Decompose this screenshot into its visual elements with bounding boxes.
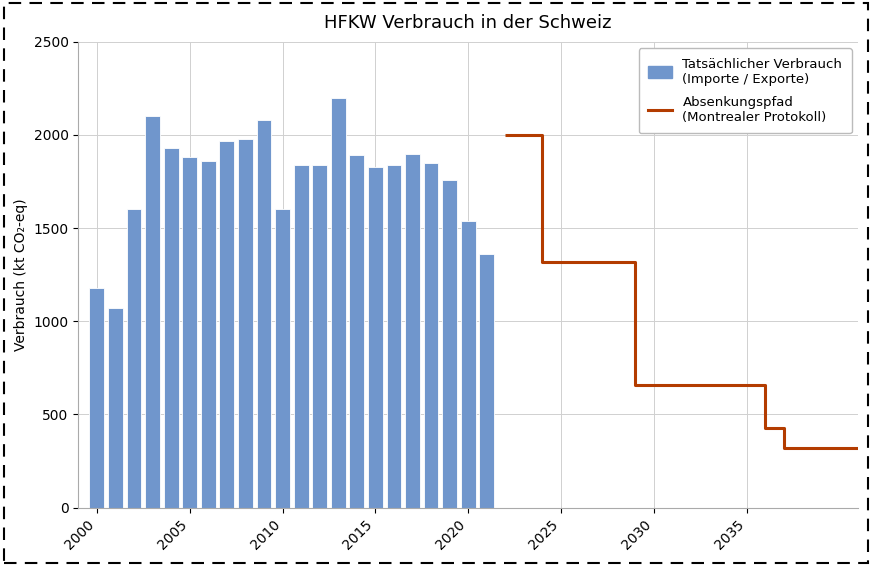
Bar bbox=[294, 165, 309, 508]
Bar bbox=[182, 157, 197, 508]
Bar bbox=[350, 156, 364, 508]
Bar bbox=[386, 165, 401, 508]
Bar bbox=[405, 153, 420, 508]
Bar bbox=[442, 179, 457, 508]
Bar bbox=[220, 140, 235, 508]
Bar bbox=[108, 308, 123, 508]
Bar bbox=[256, 120, 271, 508]
Bar bbox=[90, 288, 105, 508]
Bar bbox=[145, 117, 160, 508]
Bar bbox=[312, 165, 327, 508]
Bar bbox=[368, 166, 383, 508]
Legend: Tatsächlicher Verbrauch
(Importe / Exporte), Absenkungspfad
(Montrealer Protokol: Tatsächlicher Verbrauch (Importe / Expor… bbox=[639, 48, 852, 134]
Bar bbox=[330, 98, 345, 508]
Y-axis label: Verbrauch (kt CO₂-eq): Verbrauch (kt CO₂-eq) bbox=[14, 199, 28, 351]
Bar bbox=[201, 161, 215, 508]
Bar bbox=[424, 163, 439, 508]
Bar bbox=[126, 209, 141, 508]
Bar bbox=[480, 254, 494, 508]
Bar bbox=[164, 148, 179, 508]
Bar bbox=[238, 139, 253, 508]
Bar bbox=[460, 221, 475, 508]
Title: HFKW Verbrauch in der Schweiz: HFKW Verbrauch in der Schweiz bbox=[324, 14, 612, 32]
Bar bbox=[275, 209, 290, 508]
